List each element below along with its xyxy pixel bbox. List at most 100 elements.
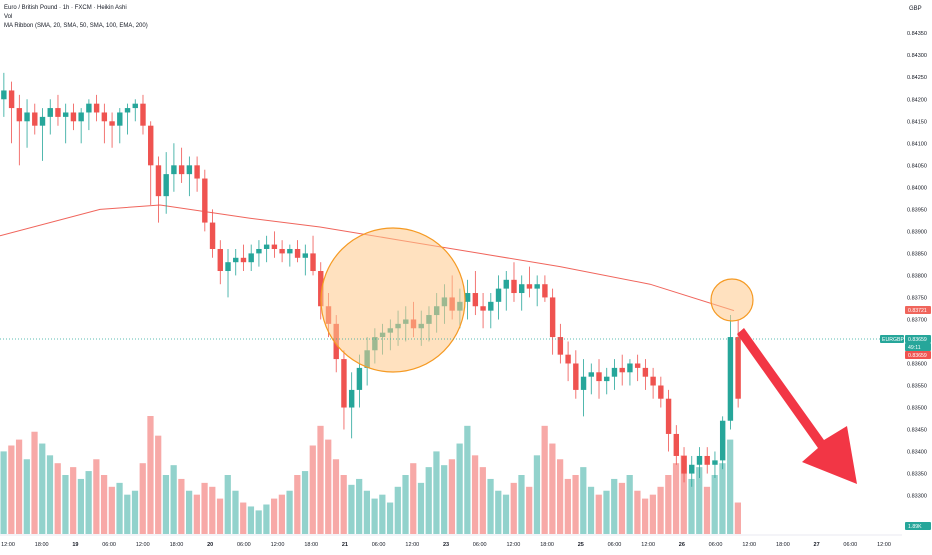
volume-badge: 1.89K <box>908 524 922 530</box>
candle-body <box>140 103 146 126</box>
candle-body <box>511 279 517 294</box>
ma200-line <box>0 204 735 312</box>
volume-bar <box>131 490 139 534</box>
time-tick-label: 06:00 <box>237 542 251 548</box>
candle-body <box>194 165 200 179</box>
candle-body <box>642 367 649 377</box>
candle-body <box>132 103 138 109</box>
volume-bar <box>448 459 456 534</box>
time-tick-label: 18:00 <box>304 542 318 548</box>
time-tick-label: 25 <box>578 542 584 548</box>
volume-bar <box>703 486 711 534</box>
candle-body <box>619 367 625 373</box>
candle-body <box>519 284 525 294</box>
time-tick-label: 18:00 <box>170 542 184 548</box>
ma-price-badge-bg <box>905 306 931 314</box>
volume-bar <box>201 482 208 534</box>
time-tick-label: 06:00 <box>608 542 622 548</box>
ma-ribbon-label[interactable]: MA Ribbon (SMA, 20, SMA, 50, SMA, 100, E… <box>4 23 148 29</box>
volume-bar <box>23 459 30 534</box>
candle-body <box>70 112 77 122</box>
candle-body <box>596 372 602 382</box>
volume-bar <box>224 475 231 534</box>
candle-body <box>534 284 540 289</box>
volume-bar <box>193 494 200 534</box>
candle-body <box>287 248 293 254</box>
volume-bar <box>363 490 370 534</box>
volume-bar <box>433 451 440 534</box>
candle-body <box>55 108 61 117</box>
volume-bar <box>232 490 239 534</box>
volume-bar <box>657 486 664 534</box>
candle-body <box>271 244 278 249</box>
price-tick-label: 0.83750 <box>907 295 927 301</box>
volume-bar <box>464 425 471 534</box>
volume-bar <box>325 439 332 534</box>
volume-bar <box>649 494 656 534</box>
candle-body <box>580 376 587 390</box>
volume-bar <box>549 443 556 534</box>
volume-bar <box>124 494 131 534</box>
candle-body <box>464 293 471 302</box>
price-tick-label: 0.83950 <box>907 207 927 213</box>
time-tick-label: 12:00 <box>136 542 150 548</box>
volume-bar <box>340 475 347 534</box>
candle-body <box>148 125 154 166</box>
volume-bar <box>502 494 510 534</box>
candle-body <box>233 257 239 263</box>
volume-badge-bg <box>905 522 931 530</box>
time-tick-label: 18:00 <box>776 542 790 548</box>
time-tick-label: 18:00 <box>35 542 49 548</box>
candle-body <box>735 337 741 399</box>
volume-bar <box>642 498 649 534</box>
candle-body <box>117 112 123 126</box>
candle-body <box>627 363 633 373</box>
volume-bar <box>479 467 486 534</box>
price-tick-label: 0.83550 <box>907 384 927 390</box>
candle-body <box>704 455 710 465</box>
candle-body <box>39 116 46 126</box>
time-tick-label: 21 <box>342 542 348 548</box>
candle-body <box>263 244 270 249</box>
price-tick-label: 0.83450 <box>907 428 927 434</box>
time-tick-label: 19 <box>72 542 78 548</box>
time-tick-label: 12:00 <box>641 542 655 548</box>
symbol-title[interactable]: Euro / British Pound · 1h · FXCM · Heiki… <box>4 5 127 11</box>
chart-legend: Euro / British Pound · 1h · FXCM · Heiki… <box>4 4 148 31</box>
price-axis[interactable]: GBP 0.84350 0.84300 0.84250 0.84200 0.84150 0.… <box>902 0 932 534</box>
volume-bar <box>178 478 185 534</box>
volume-bar <box>665 475 672 534</box>
candle-body <box>78 112 84 122</box>
volume-bar <box>611 478 618 534</box>
volume-bar <box>711 475 718 534</box>
volume-bar <box>286 490 293 534</box>
candle-body <box>681 455 687 474</box>
candle-body <box>310 253 316 272</box>
time-axis[interactable]: 12:00 18:00 19 06:00 12:00 18:00 20 06:00 12:00 1… <box>0 534 902 548</box>
volume-bar <box>495 490 502 534</box>
highlight-circle-consolidation <box>320 227 466 373</box>
volume-bar <box>348 484 355 534</box>
volume-bar <box>186 490 193 534</box>
time-tick-label: 06:00 <box>843 542 857 548</box>
candle-body <box>240 257 247 263</box>
price-tick-label: 0.84200 <box>907 97 927 103</box>
volume-indicator-label[interactable]: Vol <box>4 14 13 20</box>
volume-bar <box>557 459 564 534</box>
volume-bar <box>471 455 479 534</box>
candle-body <box>86 103 92 113</box>
candle-body <box>93 103 100 113</box>
candle-body <box>318 271 324 307</box>
volume-bar <box>209 486 216 534</box>
candle-body <box>24 112 30 122</box>
volume-bar <box>441 465 448 534</box>
down-arrow-icon <box>737 328 857 484</box>
candle-body <box>658 385 664 399</box>
price-tick-label: 0.83600 <box>907 361 927 367</box>
volume-bar <box>0 451 7 534</box>
volume-bar <box>294 475 301 534</box>
volume-bar <box>688 478 695 534</box>
candle-body <box>47 108 53 117</box>
